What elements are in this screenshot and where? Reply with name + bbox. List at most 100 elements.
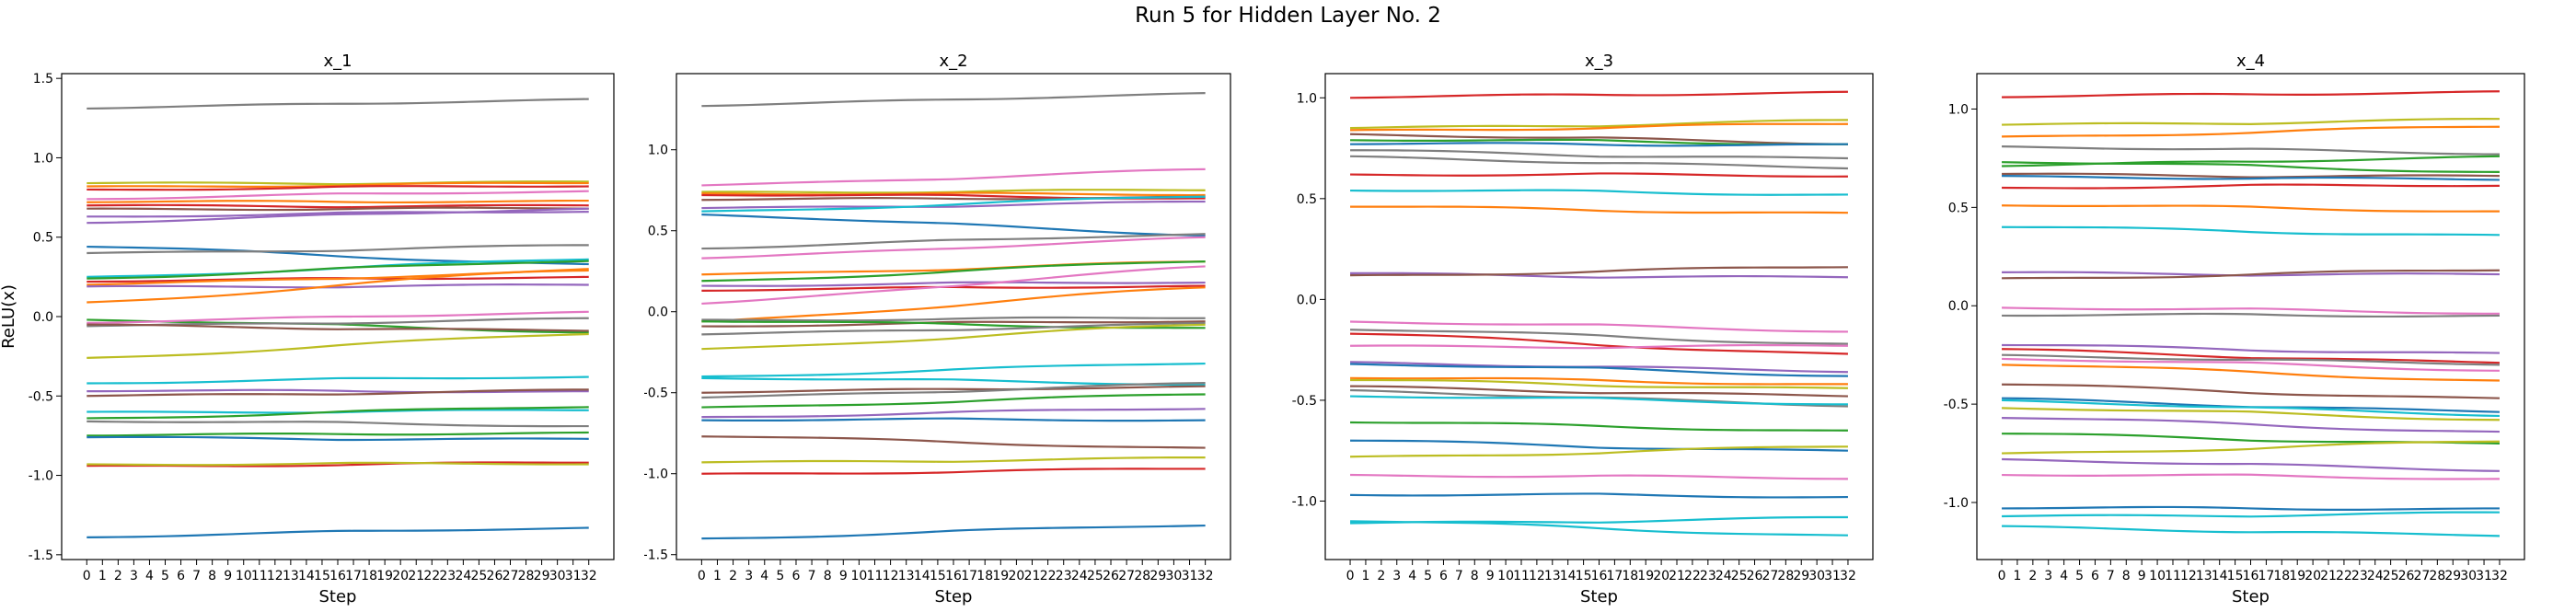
x-tick-label: 2 xyxy=(2028,569,2037,583)
x-tick-label: 7 xyxy=(2107,569,2115,583)
x-tick-label: 1 xyxy=(2013,569,2021,583)
x-tick-label: 1 xyxy=(713,569,722,583)
x-tick-label: 25 xyxy=(470,569,487,583)
x-tick-label: 0 xyxy=(698,569,706,583)
x-tick-label: 17 xyxy=(2258,569,2274,583)
x-tick-label: 21 xyxy=(1024,569,1041,583)
series-line xyxy=(2002,90,2500,98)
x-tick-label: 28 xyxy=(2429,569,2445,583)
series-line xyxy=(87,526,589,538)
y-tick-label: 1.0 xyxy=(33,151,53,166)
series-line xyxy=(701,393,1206,409)
x-tick-label: 31 xyxy=(565,569,582,583)
series-line xyxy=(701,524,1206,540)
x-tick-label: 19 xyxy=(376,569,393,583)
x-tick-label: 22 xyxy=(423,569,440,583)
series-line xyxy=(2002,383,2500,399)
series-line xyxy=(2002,155,2500,167)
series-line xyxy=(701,362,1206,378)
x-tick-label: 28 xyxy=(1777,569,1794,583)
series-line xyxy=(701,316,1206,322)
x-tick-label: 6 xyxy=(1439,569,1448,583)
series-line xyxy=(1350,142,1848,147)
x-tick-label: 3 xyxy=(130,569,138,583)
x-tick-label: 32 xyxy=(1840,569,1856,583)
x-tick-label: 0 xyxy=(1998,569,2006,583)
x-tick-label: 15 xyxy=(1576,569,1592,583)
series-line xyxy=(87,206,589,212)
series-line xyxy=(701,260,1206,283)
x-tick-label: 23 xyxy=(439,569,456,583)
series-line xyxy=(701,233,1206,250)
series-line xyxy=(1350,266,1848,277)
series-line xyxy=(87,185,589,191)
series-line xyxy=(87,98,589,110)
x-tick-label: 1 xyxy=(98,569,107,583)
y-tick-label: 0.0 xyxy=(648,306,668,320)
x-tick-label: 22 xyxy=(2336,569,2352,583)
series-line xyxy=(87,244,589,255)
x-tick-label: 10 xyxy=(850,569,867,583)
series-line xyxy=(701,408,1206,419)
figure-title: Run 5 for Hidden Layer No. 2 xyxy=(1135,4,1441,28)
series-line xyxy=(1350,172,1848,178)
series-line xyxy=(1350,332,1848,355)
x-tick-label: 11 xyxy=(867,569,884,583)
axes-title: x_1 xyxy=(323,52,352,71)
x-tick-label: 24 xyxy=(2367,569,2384,583)
x-tick-label: 5 xyxy=(161,569,169,583)
y-tick-label: 0.5 xyxy=(1297,192,1317,207)
series-line xyxy=(1350,473,1848,480)
x-tick-label: 20 xyxy=(1653,569,1669,583)
series-line xyxy=(87,375,589,385)
x-tick-label: 8 xyxy=(208,569,216,583)
x-axis-label: Step xyxy=(935,587,973,606)
x-tick-label: 1 xyxy=(1361,569,1369,583)
series-line xyxy=(2002,225,2500,237)
x-tick-label: 30 xyxy=(1166,569,1183,583)
series-line xyxy=(1350,189,1848,196)
series-line xyxy=(87,323,589,332)
x-tick-label: 26 xyxy=(487,569,503,583)
series-line xyxy=(87,388,589,398)
x-tick-label: 14 xyxy=(298,569,315,583)
y-tick-label: -0.5 xyxy=(1944,398,1969,412)
x-tick-label: 24 xyxy=(1715,569,1732,583)
y-tick-label: 0.0 xyxy=(1948,299,1969,314)
chart-x3: x_30 1 2 3 4 5 6 7 8 9 10 11 12 13 14 15 16 17 18 19 20 21 22 2… xyxy=(1292,52,1874,606)
x-tick-label: 4 xyxy=(2060,569,2068,583)
y-tick-label: -1.0 xyxy=(29,469,53,484)
series-line xyxy=(2002,398,2500,418)
series-line xyxy=(1350,122,1848,132)
series-line xyxy=(2002,175,2500,181)
series-line xyxy=(2002,183,2500,190)
x-tick-label: 18 xyxy=(976,569,993,583)
x-tick-label: 18 xyxy=(2273,569,2290,583)
x-tick-label: 30 xyxy=(2460,569,2477,583)
x-tick-label: 13 xyxy=(898,569,915,583)
x-tick-label: 23 xyxy=(1056,569,1072,583)
x-tick-label: 30 xyxy=(549,569,566,583)
x-tick-label: 26 xyxy=(1747,569,1763,583)
series-line xyxy=(87,211,589,218)
x-tick-label: 3 xyxy=(1392,569,1401,583)
chart-x4: x_40 1 2 3 4 5 6 7 8 9 10 11 12 13 14 15 16 17 18 19 20 21 22 2… xyxy=(1933,52,2525,606)
x-tick-label: 27 xyxy=(1118,569,1135,583)
x-tick-label: 3 xyxy=(745,569,753,583)
series-line xyxy=(1350,376,1848,386)
x-tick-label: 6 xyxy=(177,569,185,583)
series-line xyxy=(1350,439,1848,452)
series-line xyxy=(1350,515,1848,525)
x-tick-label: 2 xyxy=(1377,569,1385,583)
axes-title: x_3 xyxy=(1585,52,1613,71)
series-line xyxy=(701,200,1206,210)
series-line xyxy=(1350,492,1848,499)
y-tick-label: 0.5 xyxy=(648,225,668,239)
y-tick-label: -1.5 xyxy=(644,548,668,563)
x-tick-label: 25 xyxy=(1731,569,1748,583)
series-line xyxy=(87,431,589,437)
x-tick-label: 15 xyxy=(314,569,330,583)
y-tick-label: -0.5 xyxy=(644,387,668,401)
series-line xyxy=(2002,457,2500,472)
